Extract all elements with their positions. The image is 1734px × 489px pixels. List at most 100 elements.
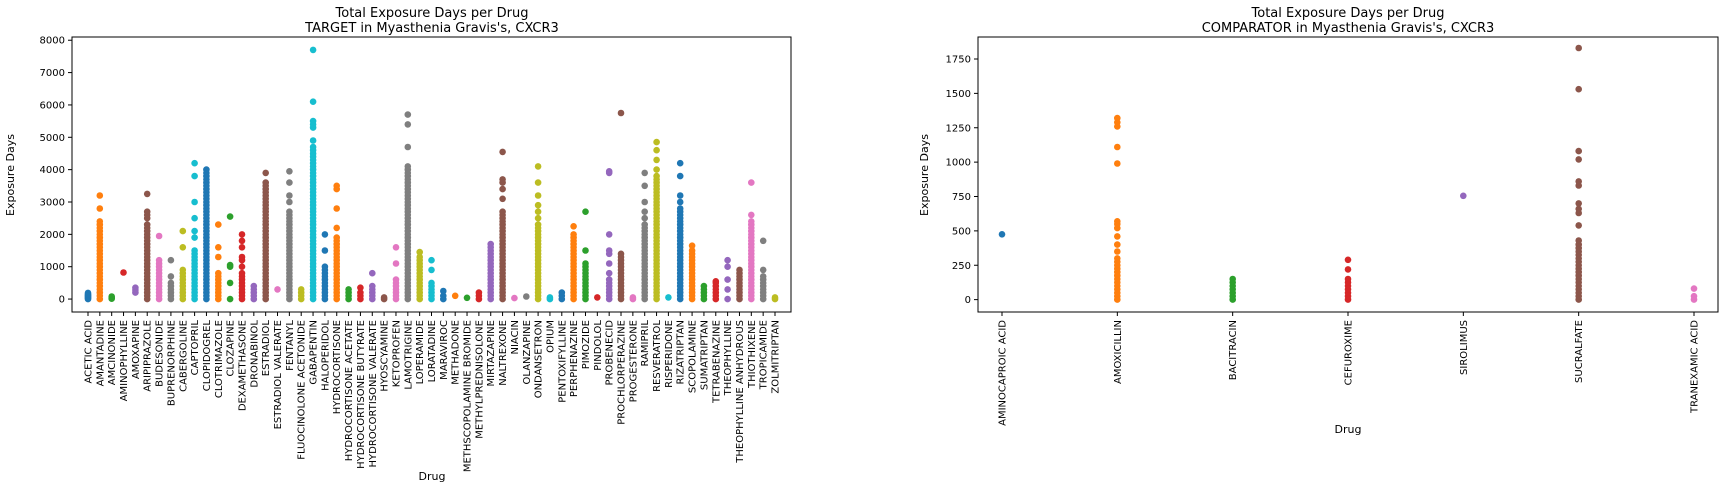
data-point [191, 227, 198, 235]
x-tick-label: KETOPROFEN [391, 320, 402, 387]
y-tick-label: 6000 [40, 100, 65, 111]
data-point [309, 46, 317, 54]
y-tick-label: 500 [952, 226, 971, 237]
series-methscopolamine-bromide [463, 294, 471, 302]
x-tick-label: RAMIPRIL [640, 320, 651, 367]
data-point [297, 286, 305, 293]
comparator-y-axis: 0 250 500 750 1000 1250 1500 1750 [946, 55, 978, 306]
x-tick-label: TRANEXAMIC ACID [1690, 320, 1701, 414]
y-tick-label: 250 [952, 261, 971, 272]
data-point [167, 279, 175, 287]
data-point [511, 294, 518, 302]
y-tick-label: 1500 [946, 89, 971, 100]
target-y-axis-label: Exposure Days [4, 134, 17, 216]
data-point [238, 263, 246, 271]
series-hydrocortisone-acetate [345, 286, 352, 303]
target-chart: Total Exposure Days per Drug TARGET in M… [4, 6, 792, 483]
data-point [724, 286, 731, 293]
data-point [499, 185, 506, 193]
x-tick-label: AMOXAPINE [131, 320, 142, 379]
data-point [534, 163, 542, 170]
y-tick-label: 0 [965, 295, 971, 306]
data-point [191, 214, 198, 222]
data-point [1460, 192, 1467, 200]
x-tick-label: ESTRADIOL [261, 320, 272, 377]
y-tick-label: 1000 [946, 158, 971, 169]
data-point [404, 163, 412, 170]
data-point [582, 247, 589, 254]
x-tick-label: AMINOCAPROIC ACID [998, 320, 1009, 426]
series-pindolol [594, 294, 601, 301]
x-tick-label: MIRTAZAPINE [486, 320, 497, 386]
data-point [262, 179, 270, 186]
x-tick-label: MARAVIROC [439, 320, 450, 380]
series-hydrocortisone-valerate [369, 269, 376, 303]
y-tick-label: 1000 [40, 262, 65, 273]
series-clotrimazole [215, 221, 222, 303]
series-tetrabenazine [712, 278, 720, 303]
series-prochlorperazine [617, 109, 625, 303]
x-tick-label: TETRABENAZINE [711, 320, 722, 404]
data-point [1575, 147, 1582, 155]
series-theophylline [724, 256, 731, 303]
x-tick-label: TROPICAMIDE [759, 320, 770, 390]
x-tick-label: AMCINONIDE [107, 320, 118, 385]
data-point [1575, 156, 1582, 163]
target-chart-subtitle: TARGET in Myasthenia Gravis's, CXCR3 [304, 21, 559, 36]
x-tick-label: HYDROCORTISONE ACETATE [344, 320, 355, 461]
data-point [226, 295, 234, 303]
data-point [215, 221, 222, 228]
series-loratadine [428, 256, 435, 303]
x-tick-label: OPIUM [545, 320, 556, 353]
data-point [617, 250, 625, 258]
data-point [558, 289, 566, 296]
comparator-x-axis-label: Drug [1335, 423, 1362, 436]
data-point [96, 218, 104, 225]
data-point [534, 208, 542, 215]
data-point [286, 168, 293, 175]
x-tick-label: HALOPERIDOL [320, 320, 331, 391]
x-tick-label: CAPTOPRIL [190, 320, 201, 376]
x-tick-label: NALTREXONE [498, 320, 509, 386]
data-point [226, 261, 234, 269]
data-point [250, 282, 258, 290]
data-point [416, 248, 424, 256]
data-point [487, 240, 495, 248]
data-point [534, 192, 542, 199]
x-tick-label: PROCHLORPERAZINE [617, 320, 628, 425]
data-point [759, 237, 767, 245]
data-point [771, 294, 779, 301]
data-point [499, 208, 506, 215]
x-tick-label: CLOPIDOGREL [202, 320, 213, 392]
x-tick-label: HYDROCORTISONE VALERATE [368, 320, 379, 467]
data-point [321, 231, 329, 238]
data-point [641, 169, 648, 177]
data-point [641, 208, 648, 215]
x-tick-label: DEXAMETHASONE [237, 320, 248, 411]
x-tick-label: METHADONE [451, 320, 462, 385]
data-point [215, 253, 222, 261]
data-point [499, 195, 506, 203]
series-loperamide [416, 248, 424, 303]
data-point [357, 289, 364, 296]
data-point [736, 266, 743, 274]
series-sumatriptan [700, 282, 708, 303]
data-point [641, 198, 648, 206]
data-point [724, 295, 731, 303]
data-point [155, 232, 163, 240]
y-tick-label: 5000 [40, 133, 65, 144]
x-tick-label: OLANZAPINE [522, 320, 533, 384]
data-point [617, 109, 625, 117]
comparator-chart-title: Total Exposure Days per Drug [1251, 6, 1445, 21]
y-tick-label: 7000 [40, 68, 65, 79]
data-point [191, 234, 198, 241]
data-point [357, 284, 364, 292]
y-tick-label: 2000 [40, 230, 65, 241]
data-point [321, 263, 329, 271]
series-thiothixene [748, 179, 755, 303]
data-point [238, 237, 246, 245]
series-maraviroc [440, 287, 447, 303]
x-tick-label: ZOLMITRIPTAN [771, 320, 782, 394]
series-resveratrol [653, 138, 660, 303]
data-point [191, 172, 198, 180]
